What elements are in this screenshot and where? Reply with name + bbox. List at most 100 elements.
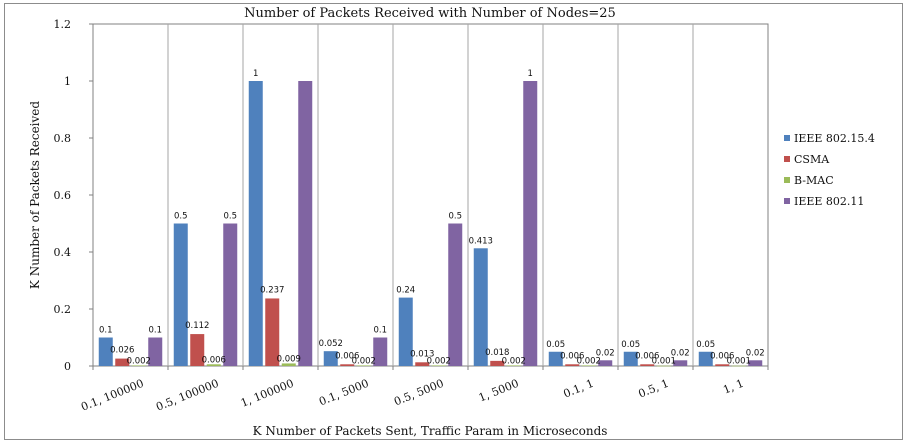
data-label: 0.013: [410, 349, 434, 359]
bar: [698, 351, 713, 366]
data-label: 0.018: [485, 348, 509, 358]
legend-swatch: [784, 156, 790, 162]
data-label: 0.1: [148, 326, 162, 336]
bar: [523, 81, 538, 366]
x-tick-label: 0.1, 5000: [317, 377, 371, 409]
data-label: 0.02: [746, 348, 765, 358]
bar: [223, 223, 238, 366]
legend: IEEE 802.15.4 CSMA B-MAC IEEE 802.11: [784, 132, 875, 208]
data-label: 0.112: [185, 321, 209, 331]
bar: [715, 364, 730, 366]
x-tick-label: 1, 100000: [239, 377, 296, 410]
data-label: 0.5: [448, 212, 462, 222]
bar: [581, 365, 596, 367]
bar: [731, 365, 746, 367]
data-label: 0.1: [373, 326, 387, 336]
legend-swatch: [784, 198, 790, 204]
bar: [565, 364, 580, 366]
bar: [398, 297, 413, 366]
bar: [190, 334, 205, 366]
x-tick-label: 0.1, 100000: [79, 377, 146, 414]
data-label: 0.002: [127, 356, 151, 366]
legend-swatch: [784, 177, 790, 183]
bar: [431, 365, 446, 367]
data-label: 0.05: [546, 340, 565, 350]
data-label: 0.24: [396, 286, 415, 296]
bar: [148, 337, 163, 366]
x-tick-label: 0.5, 1: [637, 377, 671, 401]
x-tick-label: 0.5, 5000: [392, 377, 446, 409]
x-tick-label: 0.1, 1: [562, 377, 596, 401]
bar: [340, 364, 355, 366]
bar: [373, 337, 388, 366]
data-label: 0.1: [99, 326, 113, 336]
x-tick-label: 1, 1: [721, 377, 745, 397]
y-tick-label: 0.6: [54, 189, 72, 202]
bar: [98, 337, 113, 366]
data-label: 0.052: [319, 339, 343, 349]
data-label: 0.237: [260, 285, 284, 295]
data-label: 0.02: [671, 348, 690, 358]
y-axis-title: K Number of Packets Received: [28, 101, 42, 289]
chart-frame: [4, 3, 903, 440]
data-label: 0.002: [577, 356, 601, 366]
bar: [673, 360, 688, 366]
bar: [640, 364, 655, 366]
x-tick-label: 0.5, 100000: [154, 377, 221, 414]
data-label: 0.05: [621, 340, 640, 350]
y-tick-label: 1: [64, 75, 71, 88]
y-tick-label: 0.4: [54, 246, 72, 259]
data-label: 0.006: [560, 351, 584, 361]
data-label: 0.006: [202, 355, 226, 365]
bar: [598, 360, 613, 366]
y-tick-label: 0.2: [54, 303, 72, 316]
y-tick-label: 1.2: [54, 18, 72, 31]
bar: [206, 364, 221, 366]
bar: [656, 365, 671, 367]
data-label: 0.006: [335, 351, 359, 361]
legend-label: IEEE 802.11: [794, 195, 864, 208]
bar: [115, 358, 130, 366]
legend-label: CSMA: [794, 153, 830, 166]
data-label: 1: [253, 69, 258, 79]
data-label: 0.5: [174, 212, 188, 222]
legend-swatch: [784, 135, 790, 141]
bar: [490, 360, 505, 366]
legend-label: IEEE 802.15.4: [794, 132, 875, 145]
x-axis-title: K Number of Packets Sent, Traffic Param …: [253, 424, 608, 438]
data-label: 0.026: [110, 346, 134, 356]
chart-title: Number of Packets Received with Number o…: [244, 6, 616, 21]
data-label: 0.009: [277, 354, 301, 364]
data-label: 0.002: [502, 356, 526, 366]
data-label: 1: [528, 69, 533, 79]
bar: [548, 351, 563, 366]
data-label: 0.05: [696, 340, 715, 350]
bar: [173, 223, 188, 366]
legend-label: B-MAC: [794, 174, 834, 187]
plot-border: [92, 23, 769, 367]
data-label: 0.006: [710, 351, 734, 361]
bar: [131, 365, 146, 367]
bar: [281, 363, 296, 366]
bar: [448, 223, 463, 366]
bar: [323, 351, 338, 366]
data-label: 0.02: [596, 348, 615, 358]
data-label: 0.001: [727, 357, 751, 367]
x-tick-label: 1, 5000: [477, 377, 521, 405]
plot-area: 0 0.2 0.4 0.6 0.8 1 1.2 0.1 0.5 1 0.052 0.24 0.413 0.…: [54, 18, 769, 414]
bar: [265, 298, 280, 366]
y-tick-label: 0: [64, 360, 71, 373]
bar: [415, 362, 430, 366]
bar: [748, 360, 763, 366]
data-label: 0.002: [352, 356, 376, 366]
bar: [356, 365, 371, 367]
bar: [248, 81, 263, 366]
data-label: 0.002: [427, 356, 451, 366]
bar: [298, 81, 313, 366]
data-label: 0.006: [635, 351, 659, 361]
bar: [473, 248, 488, 366]
data-label: 0.5: [223, 212, 237, 222]
bar: [623, 351, 638, 366]
data-label: 0.001: [652, 357, 676, 367]
